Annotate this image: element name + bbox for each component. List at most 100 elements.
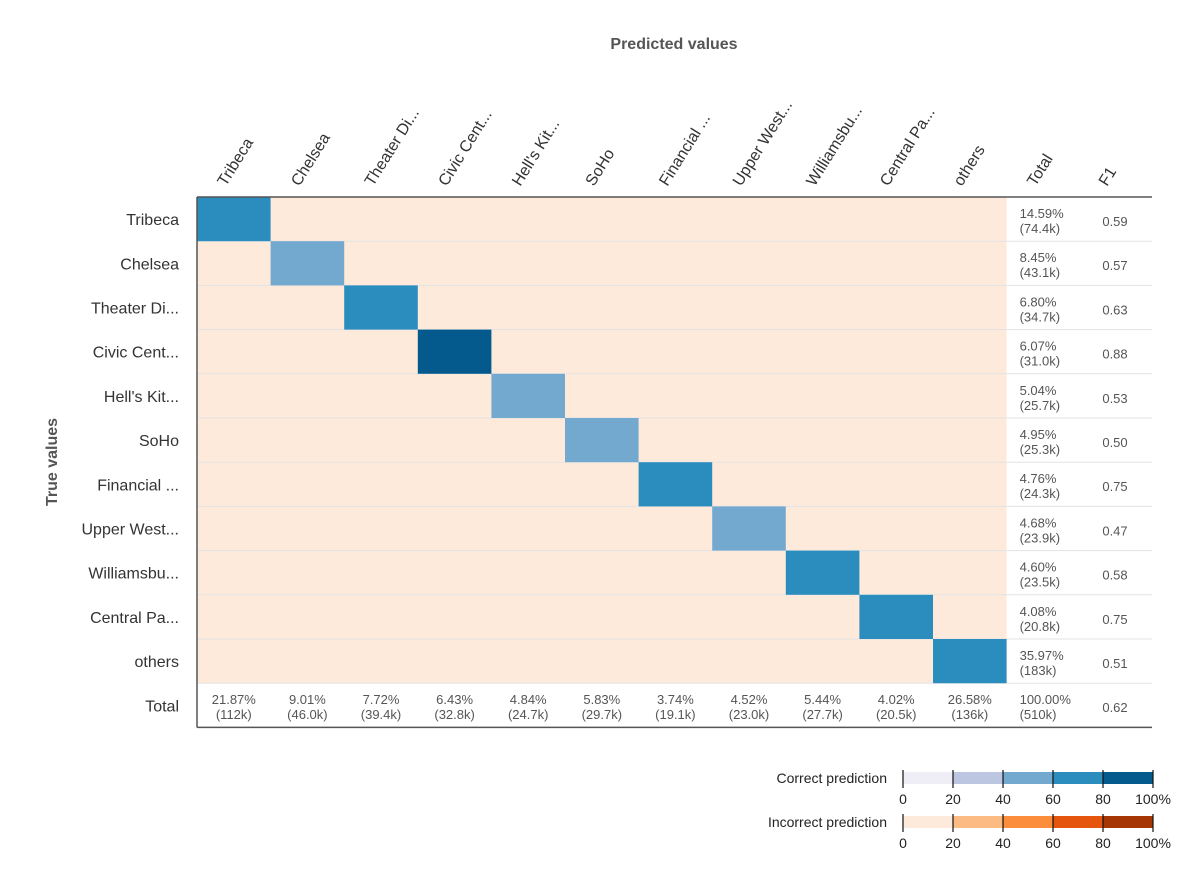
column-label-f1: F1 (1096, 164, 1120, 189)
diagonal-cell (344, 285, 418, 330)
legend-correct-segment (1103, 772, 1153, 784)
row-total-count: (183k) (1020, 663, 1057, 678)
grand-total-percent: 100.00% (1020, 692, 1072, 707)
row-label: Williamsbu... (88, 566, 179, 583)
legend-correct-tick-label: 0 (899, 791, 907, 807)
column-total-count: (23.0k) (729, 707, 769, 722)
legend-incorrect-tick-label: 0 (899, 835, 907, 851)
row-label: SoHo (139, 433, 179, 450)
column-total-percent: 4.02% (878, 692, 915, 707)
row-total-count: (20.8k) (1020, 619, 1060, 634)
chart-title: Predicted values (610, 36, 737, 53)
column-label: Central Pa... (877, 105, 939, 189)
legend-correct-tick-label: 40 (995, 791, 1011, 807)
column-total-percent: 6.43% (436, 692, 473, 707)
row-total-count: (25.3k) (1020, 442, 1060, 457)
column-label: Williamsbu... (804, 103, 866, 189)
column-label: Tribeca (215, 135, 257, 189)
row-total-percent: 6.07% (1020, 339, 1057, 354)
column-label: Chelsea (288, 130, 334, 189)
diagonal-cell (933, 639, 1007, 684)
column-total-count: (136k) (951, 707, 988, 722)
row-label: Tribeca (126, 212, 179, 229)
diagonal-cell (565, 418, 639, 463)
legend-incorrect-tick-label: 100% (1135, 835, 1171, 851)
f1-value: 0.57 (1102, 258, 1127, 273)
column-label: Upper West... (730, 97, 796, 189)
column-label-total: Total (1024, 151, 1056, 189)
diagonal-cell (859, 594, 933, 639)
diagonal-cell (712, 506, 786, 551)
column-total-count: (19.1k) (655, 707, 695, 722)
row-total-count: (43.1k) (1020, 265, 1060, 280)
f1-value: 0.75 (1102, 612, 1127, 627)
row-total-percent: 35.97% (1020, 648, 1065, 663)
row-total-percent: 8.45% (1020, 250, 1057, 265)
grand-total-count: (510k) (1020, 707, 1057, 722)
legend-incorrect-tick-label: 80 (1095, 835, 1111, 851)
row-total-count: (34.7k) (1020, 309, 1060, 324)
column-label: Theater Di... (362, 105, 423, 189)
column-total-count: (46.0k) (287, 707, 327, 722)
row-label: Chelsea (120, 256, 179, 273)
diagonal-cell (197, 197, 271, 242)
column-total-count: (29.7k) (582, 707, 622, 722)
column-total-count: (20.5k) (876, 707, 916, 722)
row-total-count: (23.9k) (1020, 530, 1060, 545)
diagonal-cell (417, 329, 492, 374)
column-total-percent: 4.84% (510, 692, 547, 707)
legend-incorrect-tick-label: 60 (1045, 835, 1061, 851)
column-total-count: (32.8k) (434, 707, 474, 722)
overall-f1-value: 0.62 (1102, 700, 1127, 715)
f1-value: 0.51 (1102, 656, 1127, 671)
legend-incorrect-segment (1003, 816, 1053, 828)
diagonal-cell (491, 373, 565, 418)
column-label: SoHo (583, 146, 619, 189)
legend-incorrect-segment (953, 816, 1003, 828)
legend-correct-label: Correct prediction (777, 770, 888, 786)
legend-correct-tick-label: 60 (1045, 791, 1061, 807)
column-total-percent: 5.83% (583, 692, 620, 707)
row-total-count: (74.4k) (1020, 221, 1060, 236)
row-total-count: (25.7k) (1020, 398, 1060, 413)
column-total-percent: 9.01% (289, 692, 326, 707)
row-total-percent: 6.80% (1020, 294, 1057, 309)
legend-incorrect-label: Incorrect prediction (768, 814, 887, 830)
f1-value: 0.59 (1102, 214, 1127, 229)
row-label: Civic Cent... (93, 345, 179, 362)
column-total-count: (112k) (216, 707, 252, 722)
row-total-percent: 4.68% (1020, 515, 1057, 530)
legend-correct-tick-label: 100% (1135, 791, 1171, 807)
f1-value: 0.47 (1102, 523, 1127, 538)
f1-value: 0.50 (1102, 435, 1127, 450)
column-total-percent: 21.87% (212, 692, 257, 707)
column-label: Civic Cent... (436, 107, 496, 189)
column-total-percent: 3.74% (657, 692, 694, 707)
legend-correct-segment (1053, 772, 1103, 784)
column-total-percent: 7.72% (363, 692, 400, 707)
diagonal-cell (638, 462, 713, 507)
f1-value: 0.63 (1102, 302, 1127, 317)
legend-correct-segment (1003, 772, 1053, 784)
row-total-percent: 5.04% (1020, 383, 1057, 398)
legend-correct-tick-label: 80 (1095, 791, 1111, 807)
column-label: others (951, 142, 989, 189)
row-total-percent: 4.95% (1020, 427, 1057, 442)
row-total-percent: 4.60% (1020, 560, 1057, 575)
row-total-percent: 14.59% (1020, 206, 1065, 221)
legend-correct-segment (953, 772, 1003, 784)
legend-incorrect-tick-label: 40 (995, 835, 1011, 851)
legend-incorrect-segment (1103, 816, 1153, 828)
diagonal-cell (785, 550, 860, 595)
row-total-count: (24.3k) (1020, 486, 1060, 501)
row-label: Upper West... (81, 522, 179, 539)
column-total-count: (27.7k) (802, 707, 842, 722)
column-total-count: (24.7k) (508, 707, 548, 722)
row-label: Financial ... (97, 477, 179, 494)
f1-value: 0.58 (1102, 568, 1127, 583)
row-label: Theater Di... (91, 301, 179, 318)
diagonal-cell (270, 241, 345, 286)
legend-incorrect-tick-label: 20 (945, 835, 961, 851)
column-total-percent: 5.44% (804, 692, 841, 707)
